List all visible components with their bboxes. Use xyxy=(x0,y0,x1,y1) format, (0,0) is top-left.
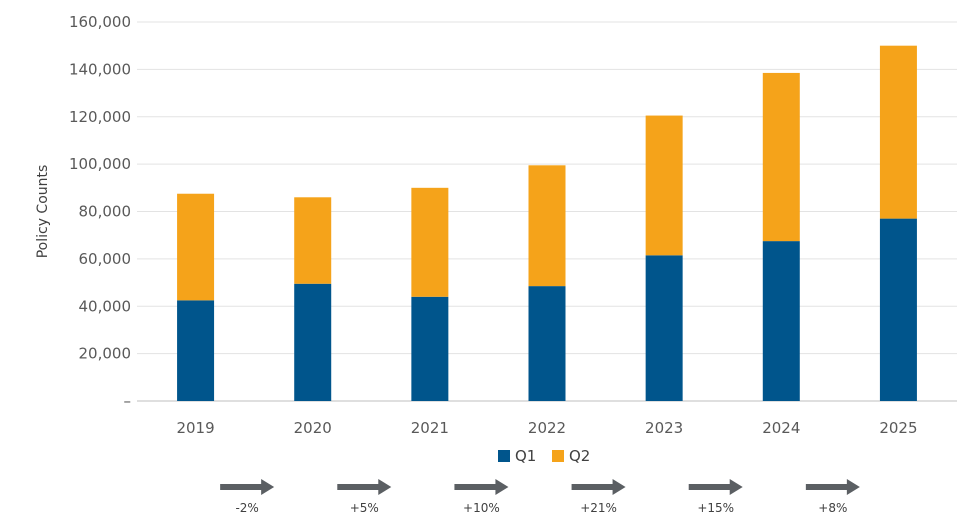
y-axis: – 20,000 40,000 60,000 80,000 100,000 120,000 1… xyxy=(69,13,131,410)
x-tick-label: 2019 xyxy=(176,419,214,437)
y-tick-label: 100,000 xyxy=(69,155,131,173)
arrow-right-icon xyxy=(805,479,860,495)
change-item: -2% xyxy=(220,479,275,515)
x-tick-label: 2025 xyxy=(879,419,917,437)
change-label: +15% xyxy=(697,501,734,515)
bars xyxy=(177,45,917,401)
legend-swatch-q1 xyxy=(498,450,510,462)
y-tick-label: 120,000 xyxy=(69,108,131,126)
x-tick-label: 2020 xyxy=(294,419,332,437)
y-tick-label: 140,000 xyxy=(69,60,131,78)
bar-q2-2021 xyxy=(411,187,449,297)
bar-q1-2019 xyxy=(177,300,215,401)
y-tick-label: 60,000 xyxy=(79,250,132,268)
arrow-right-icon xyxy=(220,479,275,495)
bar-q1-2021 xyxy=(411,296,449,401)
x-tick-label: 2021 xyxy=(411,419,449,437)
y-axis-label: Policy Counts xyxy=(35,165,51,259)
change-label: -2% xyxy=(235,501,258,515)
arrow-right-icon xyxy=(337,479,392,495)
legend-swatch-q2 xyxy=(552,450,564,462)
bar-q2-2019 xyxy=(177,193,215,301)
bar-q2-2023 xyxy=(645,115,683,256)
bar-q2-2025 xyxy=(879,45,917,219)
arrow-right-icon xyxy=(688,479,743,495)
change-item: +8% xyxy=(805,479,860,515)
x-tick-label: 2024 xyxy=(762,419,800,437)
y-tick-label: 160,000 xyxy=(69,13,131,31)
y-tick-label: 20,000 xyxy=(79,345,132,363)
x-tick-label: 2022 xyxy=(528,419,566,437)
legend: Q1 Q2 xyxy=(498,447,590,465)
y-tick-label: 40,000 xyxy=(79,297,132,315)
change-item: +21% xyxy=(571,479,626,515)
y-tick-label: – xyxy=(124,392,132,410)
bar-q1-2025 xyxy=(879,218,917,401)
x-tick-label: 2023 xyxy=(645,419,683,437)
bar-q1-2020 xyxy=(294,283,332,401)
yoy-change-row: -2% +5% +10% +21% +15% +8% xyxy=(220,479,860,515)
y-tick-label: 80,000 xyxy=(79,203,132,221)
change-label: +10% xyxy=(463,501,500,515)
change-item: +10% xyxy=(454,479,509,515)
change-item: +5% xyxy=(337,479,392,515)
bar-q2-2024 xyxy=(762,72,800,242)
x-axis: 2019 2020 2021 2022 2023 2024 2025 xyxy=(176,419,917,437)
bar-q1-2022 xyxy=(528,286,566,401)
bar-q2-2022 xyxy=(528,165,566,287)
change-label: +5% xyxy=(350,501,379,515)
change-label: +8% xyxy=(818,501,847,515)
legend-label-q1: Q1 xyxy=(515,447,536,465)
bar-q1-2023 xyxy=(645,255,683,401)
arrow-right-icon xyxy=(454,479,509,495)
change-label: +21% xyxy=(580,501,617,515)
legend-label-q2: Q2 xyxy=(569,447,590,465)
bar-q2-2020 xyxy=(294,197,332,284)
bar-q1-2024 xyxy=(762,241,800,401)
change-item: +15% xyxy=(688,479,743,515)
arrow-right-icon xyxy=(571,479,626,495)
